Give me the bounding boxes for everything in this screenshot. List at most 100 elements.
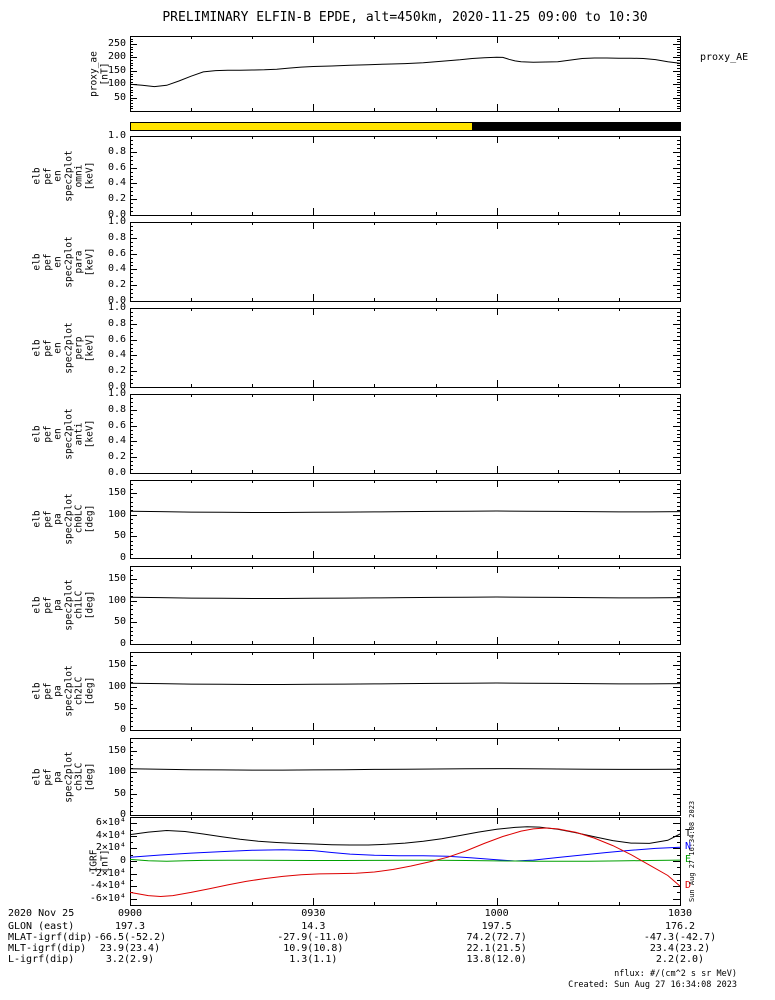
panel-border-en_anti	[130, 394, 681, 474]
footer-value: 13.8(12.0)	[466, 954, 527, 965]
ytick-label: -2×10⁴	[89, 868, 126, 879]
data-series-T	[129, 826, 681, 846]
ylabel-pa_ch0lc: elb pef pa spec2plot ch0LC [deg]	[31, 493, 96, 545]
footer-value: 197.3	[114, 921, 146, 932]
footer-value: 3.2(2.9)	[105, 954, 155, 965]
footer-value: 74.2(72.7)	[466, 932, 527, 943]
proxy-ae-right-label: proxy_AE	[700, 52, 749, 63]
footer-row-label: GLON (east)	[8, 921, 75, 932]
ylabel-en_anti: elb pef en spec2plot anti [keV]	[31, 407, 96, 460]
ytick-label: 0.0	[107, 209, 126, 220]
ylabel-en_perp: elb pef en spec2plot perp [keV]	[31, 321, 96, 374]
ytick-label: 0.8	[107, 146, 126, 157]
ylabel-pa_ch2lc: elb pef pa spec2plot ch2LC [deg]	[31, 665, 96, 717]
footer-row-label: MLAT-igrf(dip)	[8, 932, 93, 943]
xtick-label: 1000	[484, 908, 509, 919]
ytick-label: 150	[107, 65, 126, 76]
survey-bar-segment	[130, 122, 473, 130]
ytick-label: 0	[119, 638, 126, 649]
panel-border-en_perp	[130, 308, 681, 388]
ytick-label: 0.4	[107, 263, 126, 274]
ytick-label: 50	[113, 788, 126, 799]
panel-border-pa_ch3lc	[130, 738, 681, 816]
ytick-label: 0.6	[107, 162, 126, 173]
footer-value: -27.9(-11.0)	[277, 932, 350, 943]
data-series-proxy_AE	[129, 56, 681, 88]
ytick-label: 0.0	[107, 467, 126, 478]
ytick-label: 4×10⁴	[95, 830, 126, 841]
side-timestamp: Sun Aug 27 16:34:08 2023	[688, 800, 696, 902]
survey-bar-segment	[472, 122, 680, 130]
footer-value: 176.2	[664, 921, 696, 932]
ytick-label: 0.8	[107, 232, 126, 243]
ytick-label: 1.0	[107, 216, 126, 227]
ytick-label: 0.4	[107, 177, 126, 188]
ytick-label: 0.2	[107, 279, 126, 290]
legend-E: E	[685, 854, 692, 866]
ytick-label: 0.2	[107, 451, 126, 462]
nflux-note: nflux: #/(cm^2 s sr MeV)	[614, 969, 737, 979]
ytick-label: 0.6	[107, 248, 126, 259]
ytick-label: 150	[107, 487, 126, 498]
data-series-loss_cone	[129, 510, 681, 513]
footer-value: 22.1(21.5)	[466, 943, 527, 954]
date-label: 2020 Nov 25	[8, 908, 75, 919]
ytick-label: 6×10⁴	[95, 817, 126, 828]
ytick-label: 0.6	[107, 334, 126, 345]
footer-value: -66.5(-52.2)	[93, 932, 167, 943]
panel-border-proxy_ae	[130, 36, 681, 112]
data-series-E	[129, 858, 681, 862]
ytick-label: 0	[119, 809, 126, 820]
ytick-label: 50	[113, 702, 126, 713]
ytick-label: 0.2	[107, 193, 126, 204]
ytick-label: 100	[107, 509, 126, 520]
ytick-label: 0	[119, 855, 126, 866]
ytick-label: 50	[113, 530, 126, 541]
legend-N: N	[685, 841, 692, 853]
created-note: Created: Sun Aug 27 16:34:08 2023	[568, 980, 737, 990]
data-series-loss_cone	[129, 682, 681, 685]
survey-bar-outline	[130, 122, 681, 131]
ylabel-pa_ch3lc: elb pef pa spec2plot ch3LC [deg]	[31, 750, 96, 803]
ytick-label: 0	[119, 552, 126, 563]
ytick-label: 150	[107, 573, 126, 584]
panel-border-en_omni	[130, 136, 681, 216]
panel-border-pa_ch2lc	[130, 652, 681, 731]
footer-row-label: MLT-igrf(dip)	[8, 943, 87, 954]
ytick-label: 0.4	[107, 349, 126, 360]
footer-value: 23.4(23.2)	[649, 943, 711, 954]
ylabel-en_para: elb pef en spec2plot para [keV]	[31, 235, 96, 288]
panel-border-pa_ch1lc	[130, 566, 681, 645]
ytick-label: 250	[107, 38, 126, 49]
xtick-label: 0900	[117, 908, 143, 919]
data-series-D	[129, 827, 681, 898]
xtick-label: 0930	[301, 908, 326, 919]
ytick-label: -6×10⁴	[89, 893, 126, 904]
footer-value: 14.3	[301, 921, 326, 932]
footer-row-label: L-igrf(dip)	[8, 954, 75, 965]
ytick-label: 0	[119, 724, 126, 735]
ytick-label: 100	[107, 766, 126, 777]
ytick-label: 100	[107, 681, 126, 692]
ytick-label: 0.2	[107, 365, 126, 376]
ylabel-pa_ch1lc: elb pef pa spec2plot ch1LC [deg]	[31, 579, 96, 631]
footer-value: 23.9(23.4)	[99, 943, 161, 954]
legend-D: D	[685, 880, 692, 892]
footer-value: 1.3(1.1)	[289, 954, 338, 965]
ylabel-proxy_ae: proxy_ae [nT]	[88, 50, 111, 97]
ytick-label: 50	[113, 92, 126, 103]
ytick-label: 100	[107, 595, 126, 606]
footer-value: 197.5	[481, 921, 512, 932]
ytick-label: 0.6	[107, 420, 126, 431]
panel-border-en_para	[130, 222, 681, 302]
ytick-label: 2×10⁴	[95, 842, 126, 853]
legend-T: T	[685, 827, 692, 839]
ytick-label: 0.0	[107, 295, 126, 306]
plot-title: PRELIMINARY ELFIN-B EPDE, alt=450km, 202…	[162, 10, 648, 25]
ytick-label: 0.0	[107, 381, 126, 392]
ytick-label: 0.8	[107, 404, 126, 415]
ytick-label: 150	[107, 659, 126, 670]
ytick-label: 200	[107, 51, 126, 62]
ytick-label: 1.0	[107, 302, 126, 313]
